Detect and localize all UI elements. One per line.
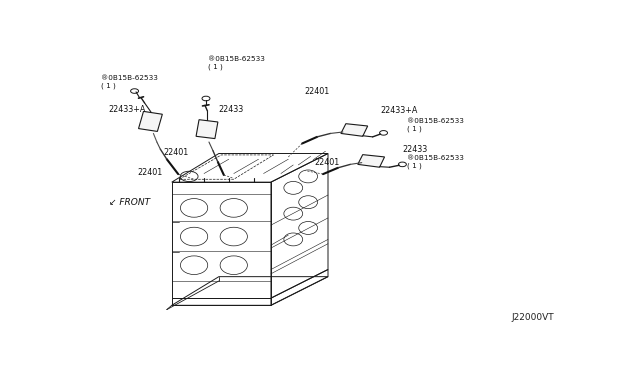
Text: 22433: 22433	[403, 145, 428, 154]
Text: J22000VT: J22000VT	[511, 313, 554, 322]
Text: ®0B15B-62533
( 1 ): ®0B15B-62533 ( 1 )	[208, 56, 265, 70]
Text: 22433+A: 22433+A	[380, 106, 417, 115]
Text: 22401: 22401	[163, 148, 189, 157]
Text: ↙ FRONT: ↙ FRONT	[109, 198, 150, 207]
Polygon shape	[196, 120, 218, 139]
Text: 22433: 22433	[218, 105, 243, 113]
Text: ®0B15B-62533
( 1 ): ®0B15B-62533 ( 1 )	[408, 118, 464, 132]
Polygon shape	[138, 111, 163, 131]
Text: 22401: 22401	[314, 158, 339, 167]
Text: ®0B15B-62533
( 1 ): ®0B15B-62533 ( 1 )	[101, 75, 157, 89]
Polygon shape	[358, 155, 385, 167]
Text: 22401: 22401	[304, 87, 330, 96]
Text: ®0B15B-62533
( 1 ): ®0B15B-62533 ( 1 )	[408, 155, 464, 169]
Text: 22401: 22401	[137, 168, 163, 177]
Text: 22433+A: 22433+A	[109, 105, 146, 113]
Polygon shape	[341, 124, 367, 136]
